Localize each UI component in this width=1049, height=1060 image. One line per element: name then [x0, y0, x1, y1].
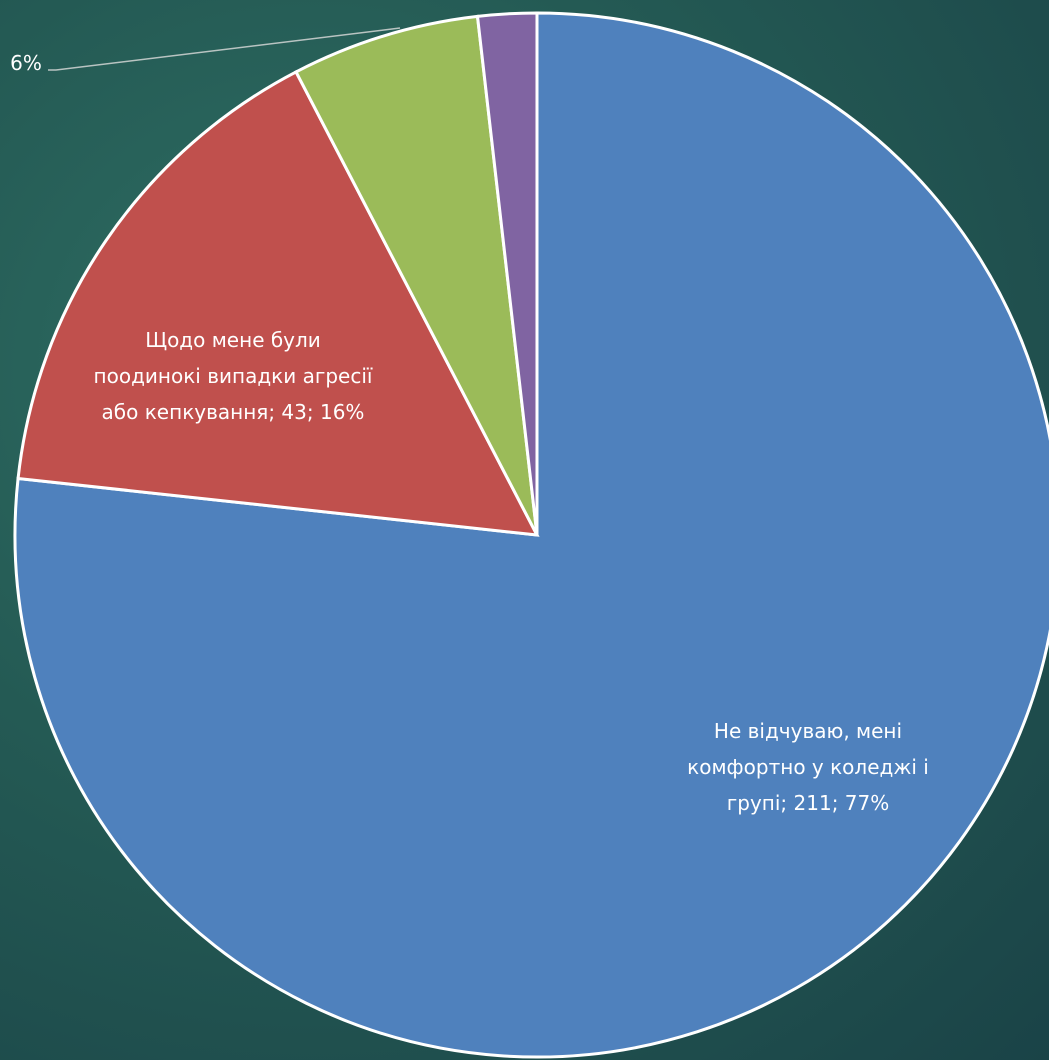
pie-slices — [13, 11, 1049, 1059]
data-label-comfortable-line: комфортно у коледжі і — [687, 755, 929, 779]
data-label-third-line: 6% — [10, 51, 42, 75]
data-label-comfortable-line: Не відчуваю, мені — [714, 719, 902, 743]
data-label-comfortable-line: групі; 211; 77% — [727, 791, 890, 815]
data-label-isolated-aggression: Щодо мене були поодинокі випадки агресії а… — [94, 328, 373, 424]
slice-fourth — [475, 11, 539, 536]
data-labels: Не відчуваю, мені комфортно у коледжі і гр… — [10, 51, 929, 815]
data-label-isolated-aggression-line: поодинокі випадки агресії — [94, 364, 373, 388]
data-label-isolated-aggression-line: Щодо мене були — [145, 328, 321, 352]
leader-line — [48, 27, 401, 71]
data-label-third: 6% — [10, 51, 42, 75]
data-label-comfortable: Не відчуваю, мені комфортно у коледжі і гр… — [687, 719, 929, 815]
slice-third — [294, 14, 539, 536]
data-label-isolated-aggression-line: або кепкування; 43; 16% — [102, 400, 365, 424]
slice-isolated-aggression — [16, 69, 540, 537]
